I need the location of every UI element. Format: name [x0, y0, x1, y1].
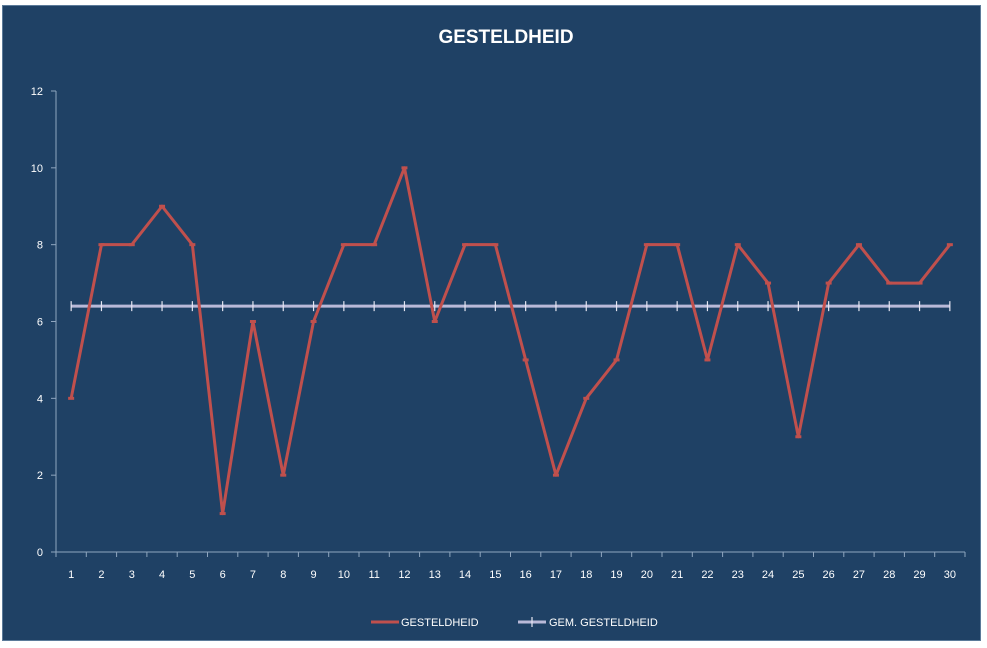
x-tick-label: 18 [580, 569, 592, 581]
y-tick-label: 2 [37, 470, 43, 482]
x-tick-label: 30 [944, 569, 956, 581]
x-tick-label: 17 [550, 569, 562, 581]
legend-label-gem-gesteldheid: GEM. GESTELDHEID [549, 617, 658, 629]
series-line-gesteldheid [69, 166, 952, 516]
x-tick-label: 6 [220, 569, 226, 581]
legend: GESTELDHEID GEM. GESTELDHEID [371, 617, 658, 629]
x-tick-label: 12 [398, 569, 410, 581]
x-tick-label: 28 [883, 569, 895, 581]
legend-label-gesteldheid: GESTELDHEID [401, 617, 479, 629]
x-tick-label: 23 [732, 569, 744, 581]
y-tick-label: 6 [37, 317, 43, 329]
x-tick-label: 16 [520, 569, 532, 581]
x-tick-label: 2 [98, 569, 104, 581]
x-tick-label: 25 [792, 569, 804, 581]
x-tick-label: 15 [489, 569, 501, 581]
x-tick-label: 26 [823, 569, 835, 581]
y-tick-label: 12 [31, 86, 43, 98]
x-tick-label: 9 [310, 569, 316, 581]
y-tick-label: 4 [37, 393, 43, 405]
chart-title: GESTELDHEID [438, 27, 573, 48]
chart-area: GESTELDHEID 0 2 4 6 8 10 12 1 2 3 4 5 6 7 8 9 10 11 12 13 14… [2, 5, 981, 641]
x-tick-label: 14 [459, 569, 471, 581]
y-tick-label: 8 [37, 240, 43, 252]
x-tick-label: 27 [853, 569, 865, 581]
y-tick-label: 10 [31, 163, 43, 175]
x-tick-label: 1 [68, 569, 74, 581]
series-layer [68, 166, 953, 516]
x-tick-label: 22 [701, 569, 713, 581]
x-tick-label: 7 [250, 569, 256, 581]
x-tick-label: 8 [280, 569, 286, 581]
x-tick-label: 4 [159, 569, 165, 581]
x-tick-label: 13 [429, 569, 441, 581]
x-tick-label: 20 [641, 569, 653, 581]
x-tick-label: 3 [129, 569, 135, 581]
x-tick-label: 24 [762, 569, 774, 581]
x-tick-label: 5 [189, 569, 195, 581]
y-tick-label: 0 [37, 547, 43, 559]
x-tick-label: 10 [338, 569, 350, 581]
x-tick-label: 19 [610, 569, 622, 581]
x-tick-label: 29 [913, 569, 925, 581]
x-tick-label: 21 [671, 569, 683, 581]
x-tick-label: 11 [368, 569, 379, 581]
